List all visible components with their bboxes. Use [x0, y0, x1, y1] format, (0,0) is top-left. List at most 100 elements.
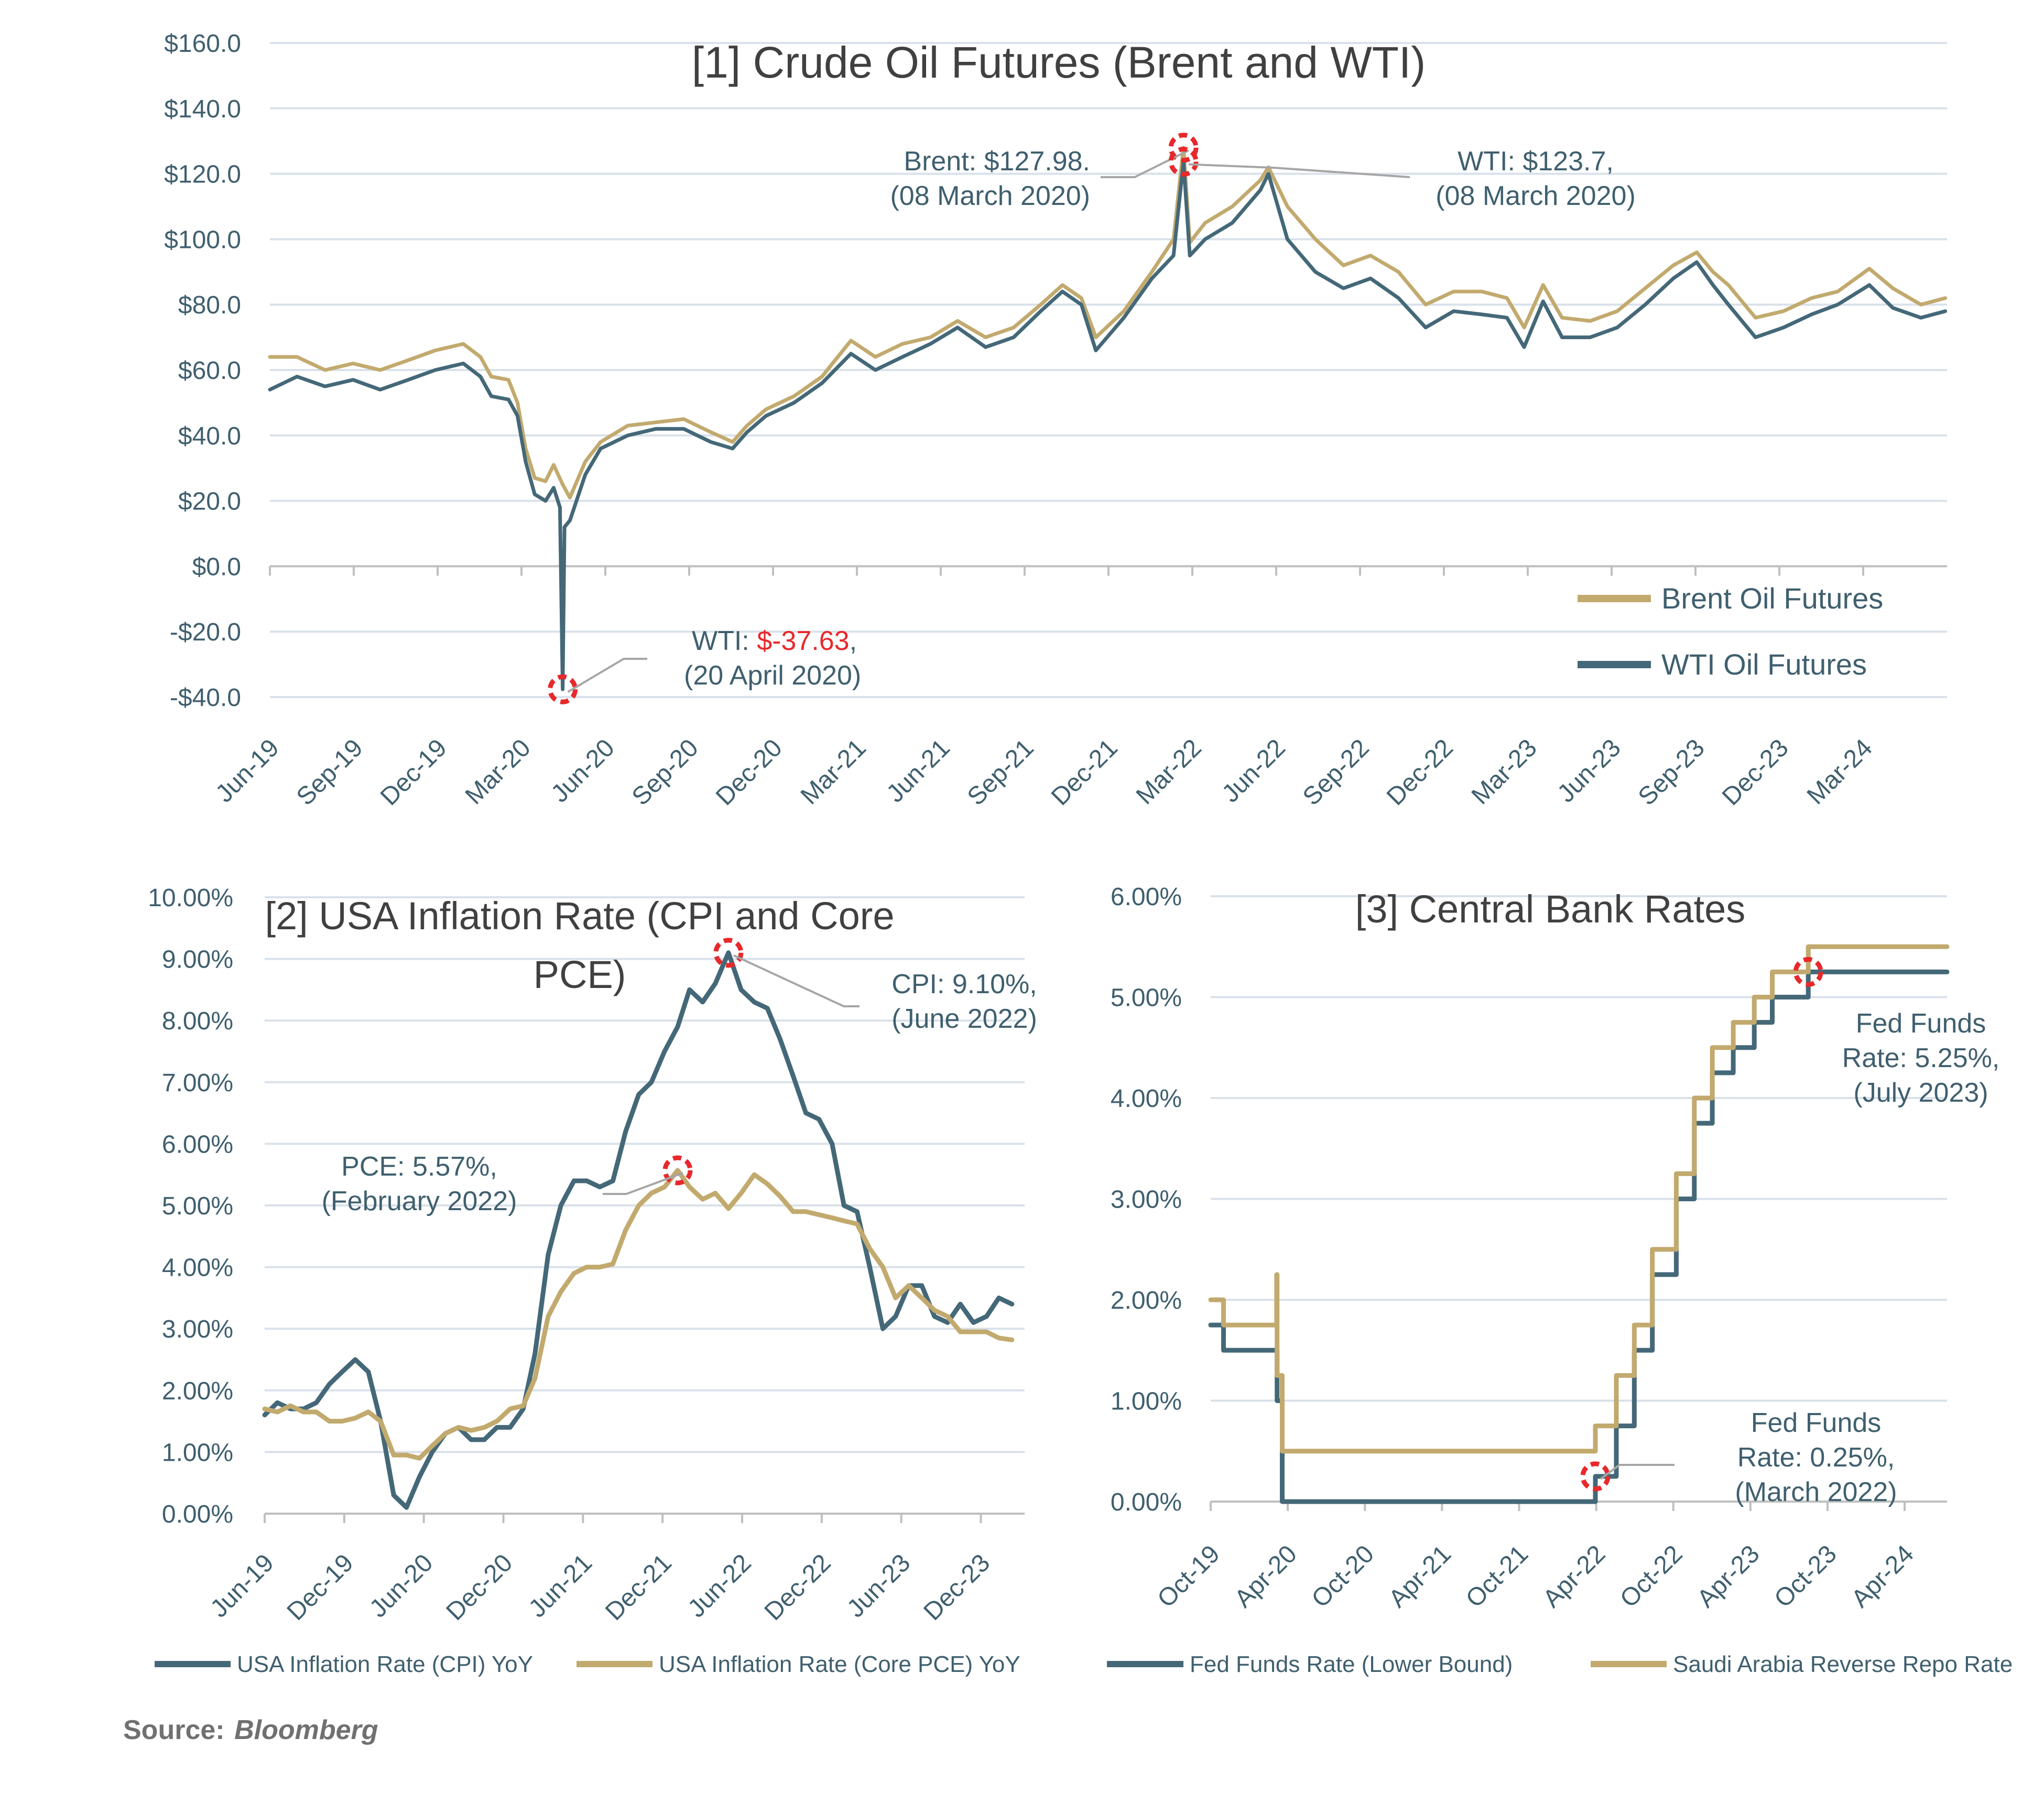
inflation-x-tick-label: Jun-21: [524, 1549, 597, 1623]
oil-series-line-0: [268, 146, 1948, 499]
oil-annotation-leader: [1189, 163, 1410, 178]
inflation-annotation-text: (February 2022): [322, 1186, 517, 1216]
oil-y-tick-label: $140.0: [164, 95, 241, 123]
rates-x-tick-label: Oct-23: [1769, 1540, 1842, 1613]
oil-series: [268, 146, 1948, 691]
rates-y-tick-label: 0.00%: [1111, 1488, 1182, 1516]
oil-x-tick-label: Mar-23: [1466, 734, 1542, 810]
oil-annotation-text: WTI: $123.7,: [1458, 146, 1614, 177]
inflation-x-tick-label: Dec-22: [759, 1549, 836, 1626]
inflation-chart: 10.00% 9.00% 8.00% 7.00% 6.00% 5.00% 4.00% 3.00…: [148, 884, 1037, 1677]
oil-annotation-marker: [1168, 133, 1199, 163]
oil-x-tick-label: Jun-21: [882, 734, 955, 808]
rates-annotation-leader: [1600, 1464, 1675, 1480]
inflation-y-tick-label: 2.00%: [162, 1377, 233, 1405]
oil-y-tick-label: $60.0: [178, 357, 241, 385]
inflation-series-line-1: [262, 1168, 1015, 1461]
rates-annotation-text: Rate: 5.25%,: [1842, 1043, 2000, 1073]
oil-x-tick-label: Jun-22: [1217, 734, 1291, 808]
oil-x-tick-label: Mar-20: [460, 734, 536, 810]
oil-annotation-value: $-37.63: [757, 626, 849, 656]
oil-y-tick-label: $160.0: [164, 30, 241, 58]
rates-x-tick-label: Apr-20: [1230, 1540, 1302, 1613]
oil-x-tick-label: Jun-20: [546, 734, 620, 808]
oil-y-tick-label: $80.0: [178, 291, 241, 319]
oil-annotation-text: WTI: $-37.63,: [692, 626, 857, 656]
oil-y-tick-label: $100.0: [164, 226, 241, 254]
inflation-y-tick-label: 10.00%: [148, 884, 233, 912]
oil-x-tick-label: Jun-23: [1552, 734, 1626, 808]
oil-x-tick-label: Sep-20: [627, 734, 704, 811]
inflation-annotation-text: (June 2022): [891, 1004, 1037, 1034]
legend-label-cpi: USA Inflation Rate (CPI) YoY: [237, 1651, 533, 1677]
inflation-y-tick-label: 6.00%: [162, 1131, 233, 1158]
oil-annotation-marker: [548, 674, 578, 704]
rates-chart-title: [3] Central Bank Rates: [1355, 887, 1745, 931]
oil-x-tick-label: Mar-22: [1131, 734, 1207, 810]
oil-y-tick-label: $20.0: [178, 488, 241, 516]
oil-annotation-text: (20 April 2020): [684, 660, 861, 691]
inflation-chart-title-line2: PCE): [534, 953, 626, 996]
inflation-chart-title-line1: [2] USA Inflation Rate (CPI and Core: [265, 894, 894, 938]
rates-y-tick-label: 2.00%: [1111, 1287, 1182, 1314]
rates-x-tick-label: Oct-22: [1615, 1540, 1688, 1613]
inflation-legend: USA Inflation Rate (CPI) YoY USA Inflati…: [155, 1651, 1020, 1677]
inflation-y-tick-label: 9.00%: [162, 946, 233, 974]
rates-y-tick-label: 6.00%: [1111, 883, 1182, 911]
inflation-series-line-0: [262, 950, 1015, 1510]
inflation-x-tick-label: Dec-20: [441, 1549, 518, 1626]
oil-annotation-suffix: ,: [850, 626, 857, 656]
rates-series-line-1: [1208, 944, 1950, 1454]
inflation-x-tick-label: Dec-21: [600, 1549, 677, 1626]
source-label: Source:: [123, 1715, 225, 1745]
rates-annotation-text: Fed Funds: [1751, 1408, 1882, 1438]
oil-chart-title: [1] Crude Oil Futures (Brent and WTI): [692, 38, 1426, 87]
central-bank-rates-chart: 6.00% 5.00% 4.00% 3.00% 2.00% 1.00% 0.00% Oct-1…: [1107, 883, 2013, 1677]
inflation-annotations: CPI: 9.10%, (June 2022) PCE: 5.57%, (Februa…: [322, 938, 1037, 1216]
oil-x-tick-label: Dec-22: [1382, 734, 1459, 811]
legend-label-brent: Brent Oil Futures: [1661, 582, 1883, 615]
inflation-x-tick-label: Jun-23: [842, 1549, 916, 1623]
rates-annotations: Fed Funds Rate: 5.25%, (July 2023) Fed Fund…: [1580, 957, 2000, 1507]
oil-x-tick-label: Sep-22: [1298, 734, 1375, 811]
rates-y-tick-label: 3.00%: [1111, 1186, 1182, 1214]
rates-x-tick-label: Apr-24: [1846, 1540, 1919, 1613]
oil-y-tick-label: -$20.0: [170, 618, 241, 646]
oil-x-tick-label: Sep-19: [291, 734, 368, 811]
rates-x-tick-label: Oct-20: [1307, 1540, 1379, 1613]
rates-y-tick-label: 4.00%: [1111, 1085, 1182, 1113]
oil-legend: Brent Oil Futures WTI Oil Futures: [1578, 582, 1883, 681]
inflation-x-tick-label: Dec-23: [918, 1549, 995, 1626]
oil-x-tick-label: Mar-21: [796, 734, 872, 810]
rates-series: [1208, 944, 1950, 1504]
legend-label-fed: Fed Funds Rate (Lower Bound): [1190, 1651, 1513, 1677]
rates-y-tick-label: 5.00%: [1111, 984, 1182, 1012]
oil-y-tick-label: $40.0: [178, 422, 241, 450]
oil-x-tick-label: Sep-21: [962, 734, 1039, 811]
rates-y-tick-label: 1.00%: [1111, 1388, 1182, 1416]
oil-x-tick-label: Dec-23: [1717, 734, 1794, 811]
oil-x-tick-label: Sep-23: [1633, 734, 1710, 811]
inflation-annotation-marker: [662, 1155, 693, 1186]
inflation-series: [262, 950, 1015, 1510]
oil-x-tick-label: Mar-24: [1802, 734, 1878, 810]
source-value: Bloomberg: [234, 1715, 378, 1745]
inflation-y-tick-label: 7.00%: [162, 1069, 233, 1097]
rates-annotation-marker: [1580, 1461, 1611, 1492]
oil-y-tick-label: $0.0: [192, 553, 241, 581]
inflation-annotation-text: PCE: 5.57%,: [341, 1151, 497, 1182]
inflation-gridlines: [265, 896, 1025, 1515]
inflation-y-tick-label: 0.00%: [162, 1501, 233, 1528]
inflation-annotation-text: CPI: 9.10%,: [891, 969, 1037, 999]
source-caption: Source: Bloomberg: [123, 1715, 378, 1745]
oil-x-tick-label: Dec-21: [1046, 734, 1123, 811]
oil-y-tick-label: -$40.0: [170, 684, 241, 712]
rates-x-tick-label: Oct-19: [1152, 1540, 1225, 1613]
oil-annotation-text: (08 March 2020): [1436, 181, 1636, 211]
legend-label-pce: USA Inflation Rate (Core PCE) YoY: [659, 1651, 1020, 1677]
inflation-x-tick-label: Jun-22: [683, 1549, 757, 1623]
rates-x-tick-label: Apr-23: [1692, 1540, 1765, 1613]
oil-annotation-text: Brent: $127.98.: [904, 146, 1090, 177]
inflation-y-tick-label: 5.00%: [162, 1192, 233, 1220]
